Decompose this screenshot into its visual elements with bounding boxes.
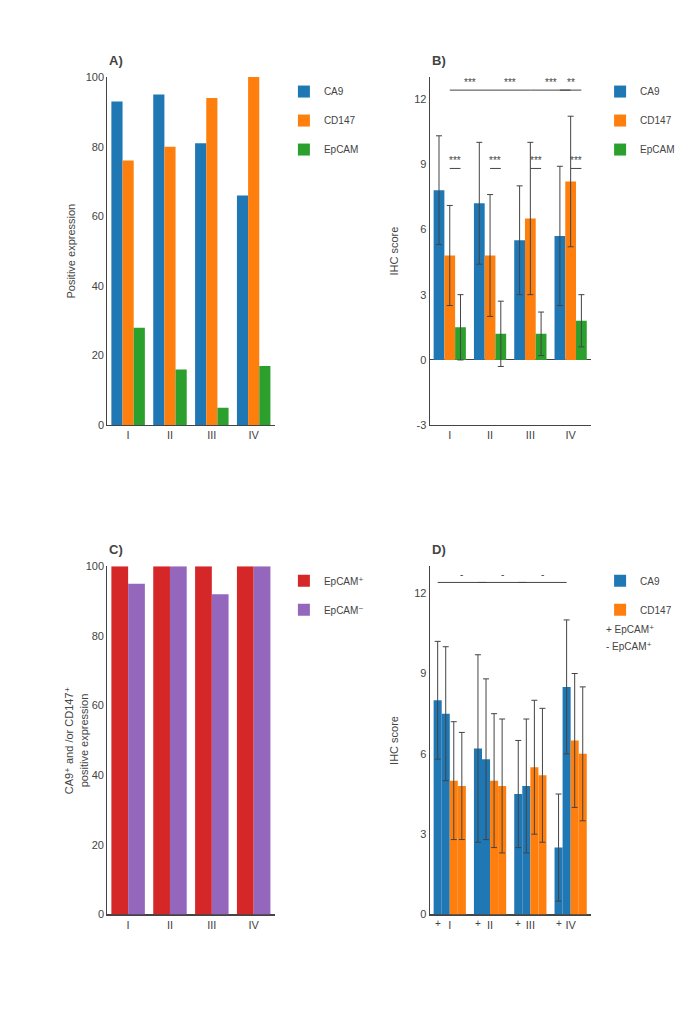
svg-text:II: II [167, 919, 173, 931]
svg-text:***: *** [545, 77, 557, 88]
svg-text:6: 6 [420, 748, 426, 760]
svg-text:-: - [460, 569, 463, 580]
svg-text:III: III [207, 429, 216, 441]
svg-text:9: 9 [420, 158, 426, 170]
svg-text:EpCAM: EpCAM [324, 144, 358, 155]
svg-text:A): A) [109, 53, 123, 68]
svg-text:C): C) [109, 542, 123, 557]
svg-text:+: + [435, 918, 441, 929]
svg-text:0: 0 [420, 354, 426, 366]
svg-text:CD147: CD147 [640, 115, 672, 126]
svg-text:IV: IV [565, 429, 576, 441]
svg-text:D): D) [432, 542, 446, 557]
svg-text:I: I [448, 429, 451, 441]
svg-text:***: *** [570, 155, 582, 166]
svg-text:-: - [541, 569, 544, 580]
svg-text:-: - [501, 569, 504, 580]
svg-text:40: 40 [92, 769, 104, 781]
svg-text:IV: IV [565, 919, 576, 931]
svg-text:CD147: CD147 [324, 115, 356, 126]
svg-text:***: *** [489, 155, 501, 166]
svg-text:20: 20 [92, 349, 104, 361]
svg-text:CA9: CA9 [640, 576, 660, 587]
svg-text:-3: -3 [417, 419, 427, 431]
svg-text:CA9: CA9 [324, 86, 344, 97]
svg-text:3: 3 [420, 828, 426, 840]
svg-text:100: 100 [86, 71, 104, 83]
svg-text:- EpCAM⁺: - EpCAM⁺ [606, 641, 652, 652]
svg-text:III: III [526, 429, 535, 441]
svg-text:EpCAM⁺: EpCAM⁺ [324, 576, 364, 587]
svg-text:***: *** [449, 155, 461, 166]
svg-text:II: II [487, 429, 493, 441]
svg-text:12: 12 [414, 587, 426, 599]
svg-text:***: *** [464, 77, 476, 88]
svg-text:IV: IV [248, 919, 259, 931]
svg-text:EpCAM⁻: EpCAM⁻ [324, 605, 364, 616]
svg-text:80: 80 [92, 630, 104, 642]
svg-text:CA9⁺ and /or CD147⁺positive ex: CA9⁺ and /or CD147⁺positive expression [63, 686, 89, 794]
svg-text:IHC score: IHC score [388, 716, 400, 765]
svg-text:**: ** [567, 77, 575, 88]
svg-text:100: 100 [86, 560, 104, 572]
svg-text:B): B) [432, 53, 446, 68]
svg-text:6: 6 [420, 223, 426, 235]
svg-text:40: 40 [92, 280, 104, 292]
svg-text:I: I [127, 919, 130, 931]
svg-text:EpCAM: EpCAM [640, 144, 674, 155]
svg-text:20: 20 [92, 839, 104, 851]
svg-text:12: 12 [414, 93, 426, 105]
svg-text:I: I [127, 429, 130, 441]
svg-text:0: 0 [98, 419, 104, 431]
svg-text:+: + [515, 918, 521, 929]
svg-text:CA9: CA9 [640, 86, 660, 97]
svg-text:0: 0 [98, 908, 104, 920]
svg-text:3: 3 [420, 289, 426, 301]
svg-text:IHC score: IHC score [388, 227, 400, 276]
svg-text:III: III [526, 919, 535, 931]
svg-text:***: *** [504, 77, 516, 88]
svg-text:I: I [448, 919, 451, 931]
svg-text:60: 60 [92, 210, 104, 222]
svg-text:0: 0 [420, 908, 426, 920]
svg-text:***: *** [530, 155, 542, 166]
svg-text:60: 60 [92, 699, 104, 711]
svg-text:+ EpCAM⁺: + EpCAM⁺ [606, 624, 654, 635]
svg-text:+: + [556, 918, 562, 929]
svg-text:IV: IV [248, 429, 259, 441]
svg-text:CD147: CD147 [640, 605, 672, 616]
svg-text:+: + [475, 918, 481, 929]
svg-text:9: 9 [420, 667, 426, 679]
svg-text:Positive expression: Positive expression [65, 204, 77, 299]
svg-text:II: II [487, 919, 493, 931]
svg-text:II: II [167, 429, 173, 441]
svg-text:III: III [207, 919, 216, 931]
svg-text:80: 80 [92, 141, 104, 153]
